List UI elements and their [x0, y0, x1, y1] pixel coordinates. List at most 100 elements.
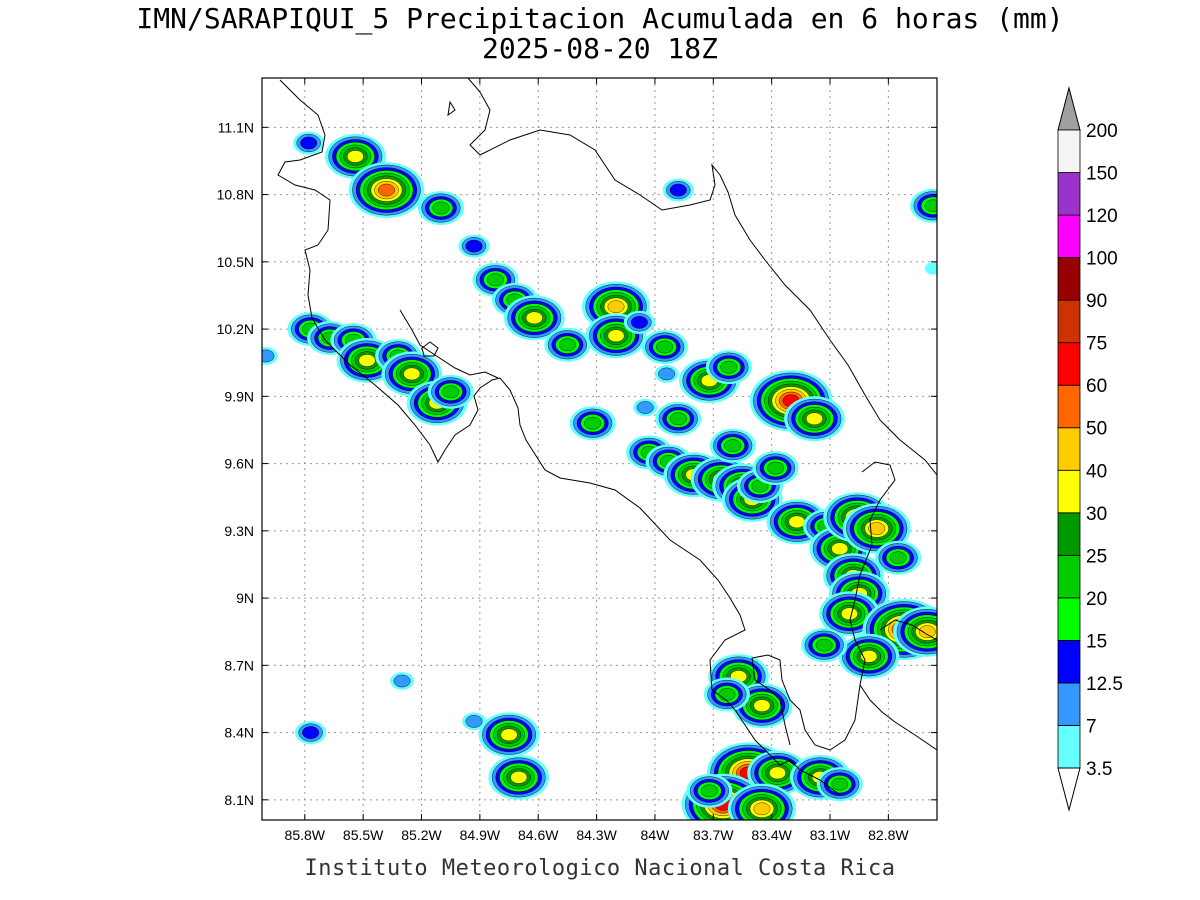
precip-contour	[656, 340, 674, 354]
pacific-coastline	[277, 79, 841, 796]
lon-tick-label: 84.9W	[460, 827, 501, 843]
lat-tick-label: 8.7N	[224, 657, 254, 673]
colorbar-label: 100	[1086, 249, 1118, 270]
precip-cell	[544, 327, 591, 362]
colorbar-label: 20	[1086, 589, 1107, 610]
precip-contour	[724, 439, 742, 452]
colorbar-label: 75	[1086, 334, 1107, 355]
lon-tick-label: 84W	[641, 827, 671, 843]
colorbar-label: 40	[1086, 461, 1107, 482]
precip-cell	[458, 234, 490, 258]
precip-contour	[558, 338, 576, 352]
precip-contour	[510, 771, 528, 784]
coastlines	[277, 78, 937, 796]
precip-contour	[525, 311, 543, 325]
colorbar-label: 3.5	[1086, 759, 1112, 780]
precip-contour	[378, 183, 395, 197]
precip-contour	[465, 239, 483, 253]
precip-contour	[403, 367, 421, 381]
precip-contour	[346, 150, 364, 163]
precip-cell	[819, 591, 880, 637]
precip-cell	[801, 628, 848, 663]
lat-tick-label: 11.1N	[218, 119, 254, 135]
precip-cell	[427, 374, 474, 409]
precip-contour	[769, 766, 786, 780]
gulf-of-nicoya	[399, 309, 499, 379]
precip-cell	[503, 295, 565, 341]
colorbar-label: 60	[1086, 376, 1107, 397]
precip-cell	[686, 773, 733, 808]
precip-cell	[816, 767, 863, 802]
solentiname-island	[447, 100, 456, 117]
chira-island	[421, 341, 439, 357]
lat-tick-label: 10.8N	[217, 187, 254, 203]
lon-tick-label: 84.3W	[576, 827, 617, 843]
precip-cell	[293, 131, 325, 155]
colorbar-top-triangle	[1057, 86, 1081, 131]
panama-border	[751, 461, 896, 751]
precip-cell	[709, 428, 756, 463]
precip-cell	[488, 754, 550, 800]
precip-cell	[655, 401, 702, 436]
colorbar-label: 200	[1086, 121, 1118, 142]
precip-contour	[607, 300, 625, 313]
precip-contour	[442, 385, 460, 399]
colorbar-label: 25	[1086, 546, 1107, 567]
precip-cell	[662, 178, 694, 202]
colorbar-box	[1057, 512, 1081, 556]
caribbean-coastline	[467, 78, 937, 476]
precip-contour	[831, 542, 849, 556]
colorbar-box	[1057, 257, 1081, 301]
precip-contour	[788, 515, 806, 529]
lon-tick-label: 85.5W	[343, 827, 384, 843]
lon-tick-label: 83.7W	[693, 827, 734, 843]
lat-tick-label: 8.1N	[224, 792, 254, 808]
precip-contour	[815, 638, 833, 652]
colorbar-box	[1057, 725, 1081, 769]
colorbar-label: 120	[1086, 206, 1118, 227]
lon-tick-label: 85.8W	[285, 827, 326, 843]
lat-tick-label: 10.5N	[217, 254, 254, 270]
precip-contour	[924, 262, 937, 275]
precip-contour	[718, 688, 736, 701]
lon-tick-label: 82.8W	[868, 827, 909, 843]
precip-contour	[630, 316, 648, 329]
colorbar-label: 30	[1086, 504, 1107, 525]
precip-contour	[805, 412, 823, 426]
precip-cell	[633, 398, 658, 417]
colorbar-box	[1057, 427, 1081, 471]
footer-credit: Instituto Meteorologico Nacional Costa R…	[304, 856, 896, 881]
precip-contour	[432, 201, 450, 215]
precip-contour	[393, 674, 411, 688]
precip-contour	[262, 349, 275, 363]
precip-cell	[478, 712, 540, 758]
lat-tick-label: 10.2N	[217, 321, 254, 337]
map-title-line-1: IMN/SARAPIQUI_5 Precipitacion Acumulada …	[136, 2, 1064, 35]
precip-contour	[465, 715, 483, 728]
map-title-line-2: 2025-08-20 18Z	[481, 32, 718, 65]
colorbar-label: 15	[1086, 631, 1107, 652]
map-axes: 11.1N 10.8N 10.5N 10.2N 9.9N 9.6N 9.3N 9N 8.7N 8.…	[217, 78, 937, 843]
precip-contour	[358, 354, 376, 367]
lat-tick-label: 9.6N	[224, 456, 254, 472]
precip-cell	[348, 162, 425, 218]
lat-tick-label: 9.9N	[224, 388, 254, 404]
precip-cell	[784, 396, 845, 442]
lon-tick-label: 84.6W	[518, 827, 559, 843]
precip-contour	[636, 401, 654, 414]
panama-south-coast	[859, 684, 937, 751]
precip-contour	[753, 699, 771, 712]
precip-contour	[669, 183, 687, 197]
precip-contour	[840, 607, 858, 621]
precip-cell	[462, 712, 486, 731]
precip-cell	[623, 310, 656, 334]
precip-cell	[924, 262, 937, 275]
precip-cell	[569, 406, 616, 441]
colorbar-box	[1057, 469, 1081, 514]
precip-cell	[838, 633, 900, 679]
precip-cell	[703, 677, 750, 712]
lat-tick-label: 8.4N	[224, 725, 254, 741]
precip-cell	[294, 721, 327, 745]
colorbar-box	[1057, 342, 1081, 386]
